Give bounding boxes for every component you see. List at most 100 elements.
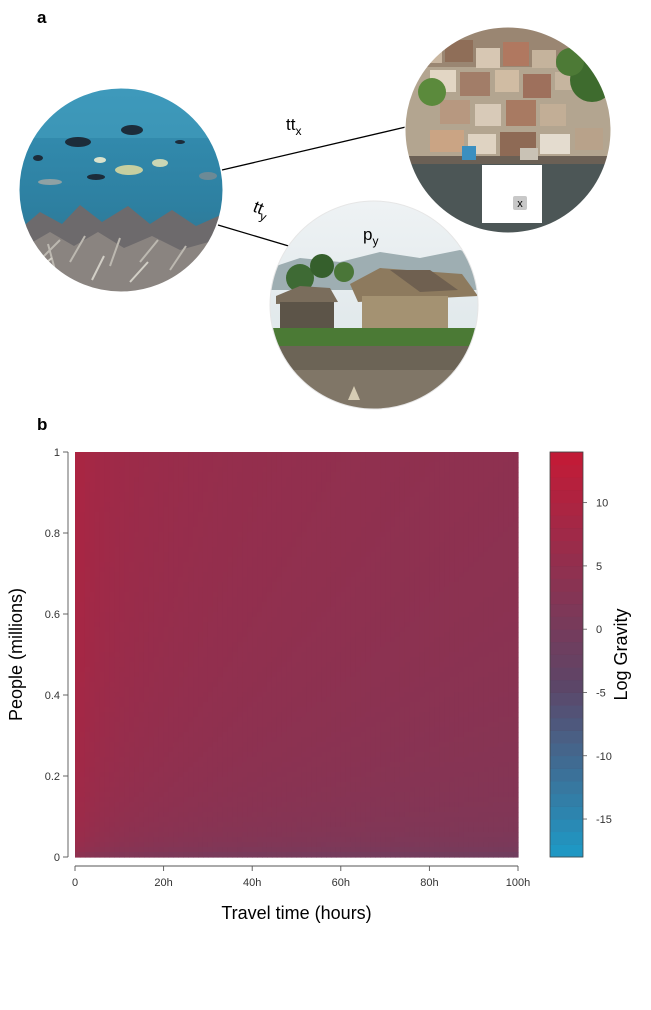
heatmap-cell: [202, 597, 209, 603]
heatmap-cell: [276, 552, 283, 558]
heatmap-cell: [119, 812, 125, 818]
heatmap-cell: [202, 602, 209, 608]
heatmap-cell: [330, 627, 337, 633]
heatmap-cell: [350, 657, 357, 663]
heatmap-cell: [193, 852, 199, 858]
heatmap-cell: [183, 487, 189, 493]
heatmap-cell: [163, 492, 170, 498]
heatmap-cell: [188, 722, 194, 728]
heatmap-cell: [316, 557, 322, 563]
heatmap-cell: [232, 522, 239, 528]
heatmap-cell: [335, 517, 342, 523]
heatmap-cell: [94, 502, 101, 508]
heatmap-cell: [183, 852, 189, 858]
heatmap-cell: [345, 847, 352, 853]
heatmap-cell: [281, 712, 288, 718]
heatmap-cell: [306, 762, 312, 768]
heatmap-cell: [94, 717, 101, 723]
heatmap-cell: [345, 697, 352, 703]
heatmap-cell: [365, 592, 371, 598]
heatmap-cell: [212, 612, 219, 618]
heatmap-cell: [330, 727, 337, 733]
heatmap-cell: [257, 657, 263, 663]
heatmap-cell: [143, 602, 150, 608]
heatmap-cell: [262, 637, 268, 643]
heatmap-cell: [134, 602, 140, 608]
heatmap-cell: [227, 677, 234, 683]
heatmap-cell: [286, 832, 293, 838]
heatmap-cell: [262, 702, 268, 708]
heatmap-cell: [222, 702, 229, 708]
heatmap-cell: [355, 692, 362, 698]
heatmap-cell: [335, 752, 342, 758]
heatmap-cell: [365, 547, 371, 553]
heatmap-cell: [232, 532, 239, 538]
heatmap-cell: [188, 817, 194, 823]
heatmap-cell: [360, 727, 367, 733]
heatmap-cell: [119, 597, 125, 603]
heatmap-cell: [207, 467, 214, 473]
heatmap-cell: [291, 467, 298, 473]
heatmap-cell: [311, 657, 317, 663]
heatmap-cell: [104, 562, 111, 568]
heatmap-cell: [330, 582, 337, 588]
heatmap-cell: [222, 832, 229, 838]
heatmap-cell: [271, 647, 278, 653]
heatmap-cell: [222, 562, 229, 568]
heatmap-cell: [350, 572, 357, 578]
heatmap-cell: [306, 592, 312, 598]
heatmap-cell: [114, 852, 120, 858]
heatmap-cell: [168, 832, 175, 838]
heatmap-cell: [286, 722, 293, 728]
heatmap-cell: [262, 742, 268, 748]
heatmap-cell: [276, 512, 283, 518]
heatmap-cell: [222, 822, 229, 828]
heatmap-cell: [207, 682, 214, 688]
heatmap-cell: [330, 512, 337, 518]
heatmap-cell: [266, 547, 273, 553]
heatmap-cell: [340, 607, 347, 613]
heatmap-cell: [286, 467, 293, 473]
heatmap-cell: [134, 522, 140, 528]
heatmap-cell: [316, 702, 322, 708]
heatmap-cell: [99, 772, 106, 778]
heatmap-cell: [340, 812, 347, 818]
heatmap-cell: [168, 747, 175, 753]
heatmap-cell: [217, 612, 224, 618]
heatmap-cell: [114, 577, 120, 583]
heatmap-cell: [109, 727, 115, 733]
heatmap-cell: [212, 807, 219, 813]
heatmap-cell: [296, 582, 303, 588]
heatmap-cell: [286, 787, 293, 793]
heatmap-cell: [350, 602, 357, 608]
heatmap-cell: [252, 617, 258, 623]
heatmap-cell: [198, 467, 204, 473]
heatmap-cell: [232, 662, 239, 668]
heatmap-cell: [217, 842, 224, 848]
heatmap-cell: [257, 797, 263, 803]
heatmap-cell: [345, 502, 352, 508]
heatmap-cell: [355, 732, 362, 738]
heatmap-cell: [335, 797, 342, 803]
heatmap-cell: [326, 507, 332, 513]
heatmap-cell: [340, 622, 347, 628]
heatmap-cell: [266, 522, 273, 528]
heatmap-cell: [291, 522, 298, 528]
heatmap-cell: [316, 767, 322, 773]
heatmap-cell: [365, 542, 371, 548]
heatmap-cell: [84, 462, 91, 468]
heatmap-cell: [276, 807, 283, 813]
heatmap-cell: [306, 612, 312, 618]
heatmap-cell: [222, 652, 229, 658]
heatmap-cell: [296, 567, 303, 573]
heatmap-cell: [296, 797, 303, 803]
heatmap-cell: [207, 822, 214, 828]
heatmap-cell: [188, 612, 194, 618]
close-button[interactable]: [513, 196, 527, 210]
heatmap-cell: [138, 637, 145, 643]
heatmap-cell: [79, 537, 86, 543]
heatmap-cell: [163, 582, 170, 588]
heatmap-cell: [119, 717, 125, 723]
heatmap-cell: [114, 752, 120, 758]
heatmap-cell: [355, 762, 362, 768]
